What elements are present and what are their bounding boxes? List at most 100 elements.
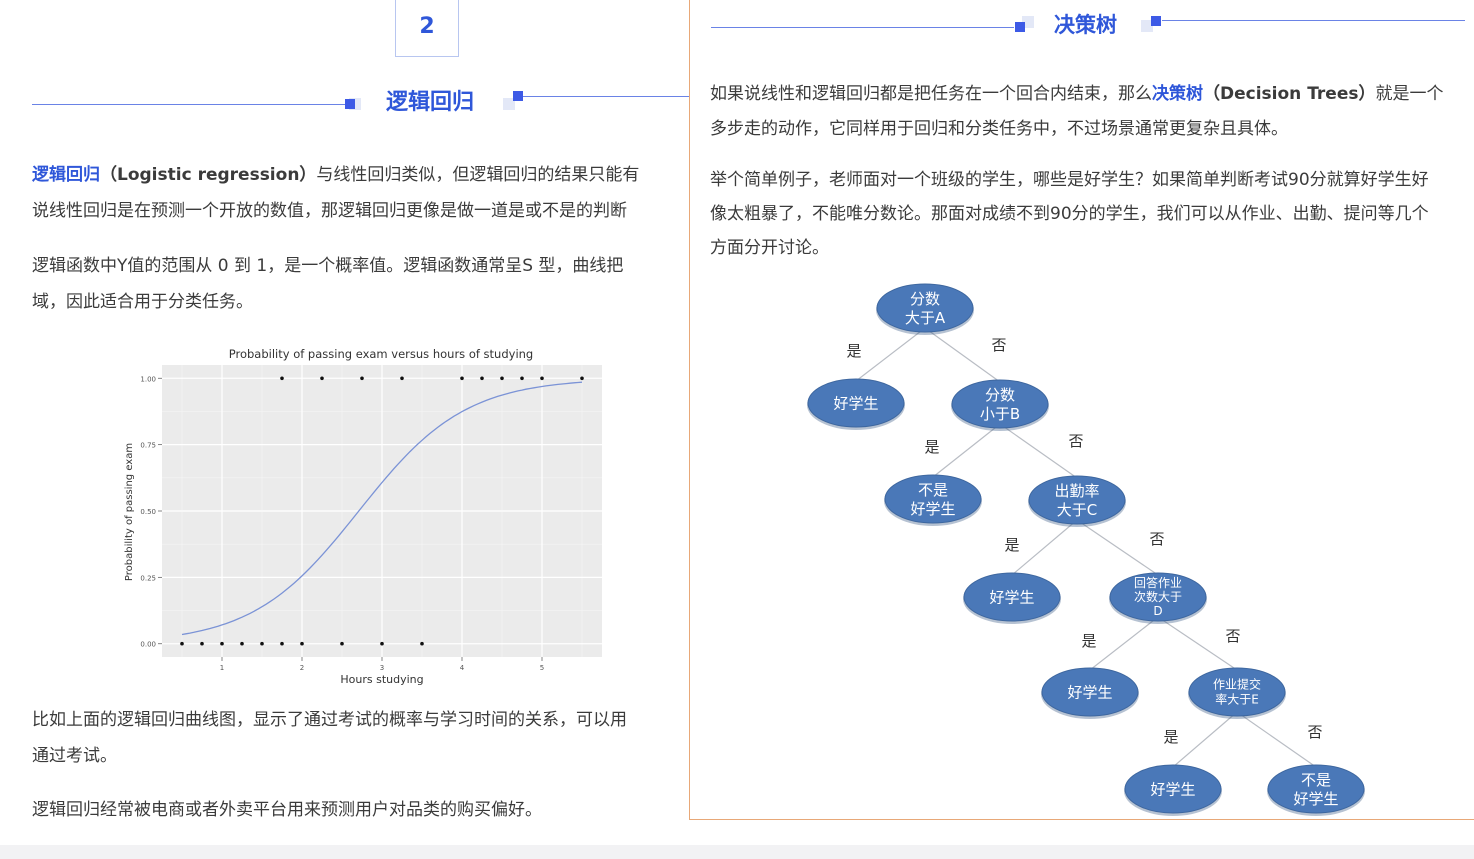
section-title-logistic-regression: 逻辑回归: [386, 90, 475, 115]
data-point: [480, 376, 484, 381]
logistic-curve: [181, 381, 583, 636]
paragraph-example-line1: 比如上面的逻辑回归曲线图，显示了通过考试的概率与学习时间的关系，可以用: [32, 710, 627, 730]
tree-node-label: 好学生: [833, 394, 878, 412]
logistic-regression-chart: Probability of passing exam versus hours…: [115, 340, 615, 692]
decision-tree-diagram: 是否是 否是 否是 否是 否分数大于A好学生 分数小于B不是好学生出勤率大于C好学生回答作…: [807, 283, 1365, 816]
tree-node-label: 好学生: [1293, 790, 1338, 808]
data-point: [460, 376, 464, 381]
tree-node: [807, 378, 905, 428]
edge-label: 是: [924, 438, 939, 456]
term-logistic-regression: 逻辑回归: [32, 165, 100, 185]
y-tick-label: 1.00: [140, 375, 156, 383]
data-point: [280, 376, 284, 381]
data-point: [520, 376, 524, 381]
section-number-badge: 2: [395, 0, 459, 57]
edge-label: 是: [1081, 632, 1096, 650]
tree-edge: [924, 327, 1001, 383]
paragraph-tree-example-line1: 举个简单例子，老师面对一个班级的学生，哪些是好学生？如果简单判断考试90分就算好…: [710, 170, 1429, 190]
paragraph-tree-intro-line2: 多步走的动作，它同样用于回归和分类任务中，不过场景通常更复杂且具体。: [710, 119, 1288, 139]
edge-label: 否: [1149, 530, 1164, 548]
tree-edge: [1011, 519, 1078, 576]
data-point: [340, 641, 344, 646]
chart-title: Probability of passing exam versus hours…: [229, 347, 533, 361]
data-point: [580, 376, 584, 381]
data-point: [260, 641, 264, 646]
tree-node-label: 大于A: [905, 309, 946, 327]
title-divider-left: [711, 27, 1014, 28]
tree-node-label: 分数: [910, 290, 940, 308]
tree-node-label: D: [1153, 604, 1162, 618]
tree-node-label: 率大于E: [1215, 692, 1259, 707]
data-point: [540, 376, 544, 381]
tree-node: [1267, 764, 1365, 814]
page-footer-bar: [0, 845, 1474, 859]
x-tick-label: 2: [300, 664, 304, 672]
title-divider-left: [32, 104, 350, 105]
divider-square-shadow: [503, 98, 515, 110]
y-axis-label: Probability of passing exam: [124, 443, 135, 581]
data-point: [500, 376, 504, 381]
tree-edge: [855, 327, 926, 382]
data-point: [300, 641, 304, 646]
tree-intro-text: 如果说线性和逻辑回归都是把任务在一个回合内结束，那么: [710, 84, 1152, 104]
edge-label: 是: [1004, 536, 1019, 554]
decision-tree-panel: 决策树 如果说线性和逻辑回归都是把任务在一个回合内结束，那么决策树（Decisi…: [689, 0, 1474, 820]
tree-node: [1041, 667, 1139, 717]
paragraph-function-line1: 逻辑函数中Y值的范围从 0 到 1，是一个概率值。逻辑函数通常呈S 型，曲线把: [32, 256, 624, 276]
chart-gridlines: [162, 365, 602, 657]
tree-node: [1028, 475, 1126, 525]
tree-node: [951, 379, 1049, 429]
x-tick-label: 5: [540, 664, 544, 672]
edge-label: 否: [991, 336, 1006, 354]
tree-intro-tail: 就是一个: [1375, 84, 1444, 104]
edge-label: 否: [1068, 432, 1083, 450]
tree-node-label: 好学生: [1067, 683, 1112, 701]
tree-node-label: 分数: [985, 386, 1015, 404]
data-point: [380, 641, 384, 646]
tree-node-label: 大于C: [1057, 501, 1097, 519]
term-decision-tree: 决策树: [1152, 84, 1203, 104]
tree-node-label: 作业提交: [1213, 677, 1261, 692]
data-point: [200, 641, 204, 646]
left-article-column: 2 逻辑回归 逻辑回归（Logistic regression）与线性回归类似，…: [0, 0, 700, 845]
tree-node: [1188, 667, 1286, 717]
divider-square-shadow: [1141, 20, 1153, 32]
tree-node: [1109, 572, 1207, 622]
intro-text: 与线性回归类似，但逻辑回归的结果只能有: [316, 165, 640, 185]
data-point: [320, 376, 324, 381]
data-point: [360, 376, 364, 381]
tree-node-label: 好学生: [910, 500, 955, 518]
tree-node: [1124, 764, 1222, 814]
data-points: [180, 376, 584, 646]
paragraph-tree-intro-line1: 如果说线性和逻辑回归都是把任务在一个回合内结束，那么决策树（Decision T…: [710, 76, 1443, 112]
term-english: （Logistic regression）: [100, 165, 317, 185]
data-point: [180, 641, 184, 646]
x-tick-label: 4: [460, 664, 465, 672]
tree-edge: [932, 423, 1001, 478]
tree-edge: [1236, 711, 1317, 768]
y-tick-label: 0.00: [140, 641, 156, 649]
tree-node-label: 次数大于: [1134, 589, 1182, 604]
y-tick-label: 0.25: [140, 574, 156, 582]
divider-square: [1151, 16, 1161, 26]
tree-node: [876, 283, 974, 333]
paragraph-example-line2: 通过考试。: [32, 746, 117, 766]
data-point: [420, 641, 424, 646]
tree-node-label: 回答作业: [1134, 575, 1182, 590]
term-english: （Decision Trees）: [1203, 84, 1376, 104]
data-point: [240, 641, 244, 646]
paragraph-usage: 逻辑回归经常被电商或者外卖平台用来预测用户对品类的购买偏好。: [32, 800, 542, 820]
divider-square: [513, 91, 523, 101]
title-divider-right: [1162, 20, 1465, 21]
paragraph-tree-example-line2: 像太粗暴了，不能唯分数论。那面对成绩不到90分的学生，我们可以从作业、出勤、提问…: [710, 204, 1429, 224]
y-tick-label: 0.50: [140, 508, 156, 516]
title-divider-right: [523, 96, 700, 97]
x-tick-label: 1: [220, 664, 224, 672]
divider-square: [345, 99, 355, 109]
paragraph-intro-line2: 说线性回归是在预测一个开放的数值，那逻辑回归更像是做一道是或不是的判断: [32, 201, 627, 221]
x-tick-label: 3: [380, 664, 384, 672]
tree-node-label: 不是: [1301, 771, 1331, 789]
x-axis-ticks: 1 2 3 4 5: [220, 657, 544, 672]
y-axis-ticks: 0.00 0.25 0.50 0.75 1.00: [140, 375, 162, 649]
tree-edge: [999, 423, 1078, 479]
